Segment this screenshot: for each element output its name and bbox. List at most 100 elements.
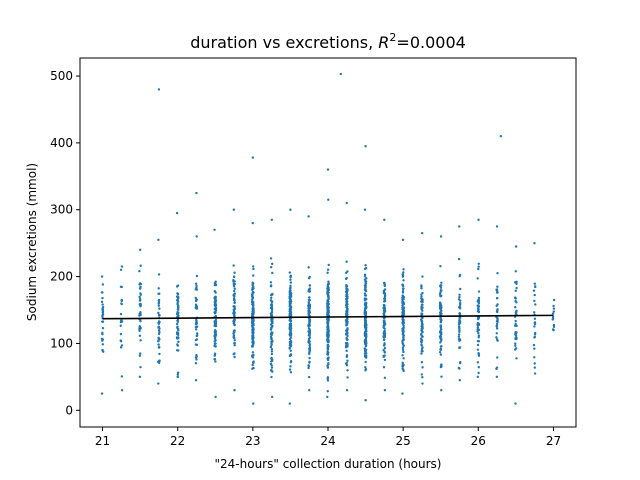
- scatter-point: [346, 376, 349, 379]
- scatter-point: [101, 320, 104, 323]
- scatter-point: [364, 263, 367, 267]
- scatter-point-outlier: [499, 135, 503, 138]
- scatter-point: [100, 275, 104, 278]
- scatter-point: [176, 308, 180, 311]
- scatter-point: [233, 293, 236, 296]
- scatter-point: [457, 366, 461, 370]
- scatter-point: [495, 310, 499, 313]
- scatter-point: [232, 283, 236, 287]
- scatter-point: [515, 331, 518, 334]
- scatter-point: [345, 321, 348, 324]
- scatter-point: [533, 322, 536, 325]
- scatter-point: [457, 333, 461, 336]
- scatter-point-outlier: [326, 168, 330, 171]
- scatter-point: [289, 324, 292, 327]
- scatter-point: [158, 320, 161, 324]
- scatter-point: [326, 306, 330, 310]
- scatter-point: [120, 265, 124, 268]
- scatter-point: [402, 310, 405, 313]
- scatter-point: [363, 331, 367, 335]
- scatter-point: [252, 267, 255, 271]
- scatter-point: [364, 366, 367, 369]
- scatter-point: [533, 311, 536, 314]
- scatter-point: [514, 334, 518, 337]
- scatter-point: [269, 284, 273, 287]
- scatter-point: [195, 274, 199, 278]
- scatter-point: [139, 339, 142, 342]
- scatter-point: [439, 341, 442, 344]
- scatter-point: [552, 304, 555, 308]
- scatter-point: [307, 277, 311, 280]
- scatter-point: [364, 356, 368, 359]
- scatter-point: [477, 267, 480, 271]
- scatter-point: [365, 306, 368, 310]
- scatter-point: [533, 356, 536, 359]
- scatter-point: [401, 273, 404, 276]
- scatter-point: [251, 313, 255, 316]
- scatter-point: [251, 296, 255, 300]
- scatter-point: [289, 329, 292, 333]
- scatter-point: [515, 324, 518, 328]
- scatter-point: [308, 349, 311, 352]
- scatter-point: [270, 356, 273, 360]
- scatter-point: [139, 352, 142, 355]
- scatter-point: [364, 297, 368, 300]
- scatter-point: [270, 318, 273, 321]
- scatter-point: [420, 329, 423, 332]
- scatter-point: [138, 354, 142, 357]
- scatter-point: [382, 365, 386, 369]
- scatter-point: [383, 376, 387, 380]
- scatter-point: [439, 345, 443, 348]
- x-axis-ticks: 21 22 23 24 25 26 27: [95, 427, 561, 448]
- scatter-point: [233, 271, 236, 274]
- scatter-point: [194, 325, 198, 329]
- scatter-point: [420, 322, 424, 325]
- scatter-point: [382, 326, 385, 329]
- scatter-point: [364, 317, 367, 320]
- scatter-point: [458, 379, 462, 382]
- scatter-point: [213, 352, 217, 355]
- scatter-point: [269, 362, 273, 366]
- scatter-point: [139, 319, 142, 323]
- scatter-point: [288, 319, 291, 322]
- scatter-point: [383, 358, 387, 362]
- scatter-point: [176, 318, 180, 321]
- scatter-point: [365, 335, 368, 338]
- scatter-point: [514, 306, 517, 309]
- scatter-point: [270, 395, 274, 399]
- scatter-point: [326, 390, 329, 393]
- scatter-point: [158, 359, 161, 362]
- scatter-point: [457, 325, 461, 328]
- scatter-point: [495, 304, 498, 307]
- scatter-point: [420, 352, 423, 355]
- scatter-point: [251, 342, 255, 345]
- scatter-point: [120, 344, 124, 347]
- scatter-point: [533, 372, 537, 375]
- scatter-point: [345, 293, 348, 296]
- scatter-point: [308, 360, 311, 364]
- scatter-point: [477, 290, 481, 293]
- scatter-point: [420, 312, 424, 316]
- scatter-point: [402, 357, 405, 360]
- scatter-point: [401, 361, 404, 365]
- y-tick-label: 200: [50, 270, 73, 284]
- scatter-point: [119, 312, 123, 316]
- scatter-point: [176, 295, 180, 299]
- scatter-point: [158, 345, 161, 349]
- scatter-point: [533, 282, 536, 285]
- scatter-point: [383, 299, 387, 303]
- scatter-point: [289, 322, 292, 325]
- scatter-point: [477, 296, 481, 300]
- scatter-point: [327, 328, 330, 331]
- scatter-point: [269, 281, 273, 284]
- scatter-point: [383, 346, 387, 350]
- scatter-point: [533, 293, 536, 297]
- scatter-point: [363, 339, 367, 342]
- scatter-point: [439, 348, 442, 351]
- scatter-point: [401, 354, 404, 357]
- scatter-point: [401, 339, 405, 342]
- scatter-point: [477, 353, 481, 356]
- scatter-point: [194, 328, 198, 331]
- scatter-point: [326, 302, 329, 305]
